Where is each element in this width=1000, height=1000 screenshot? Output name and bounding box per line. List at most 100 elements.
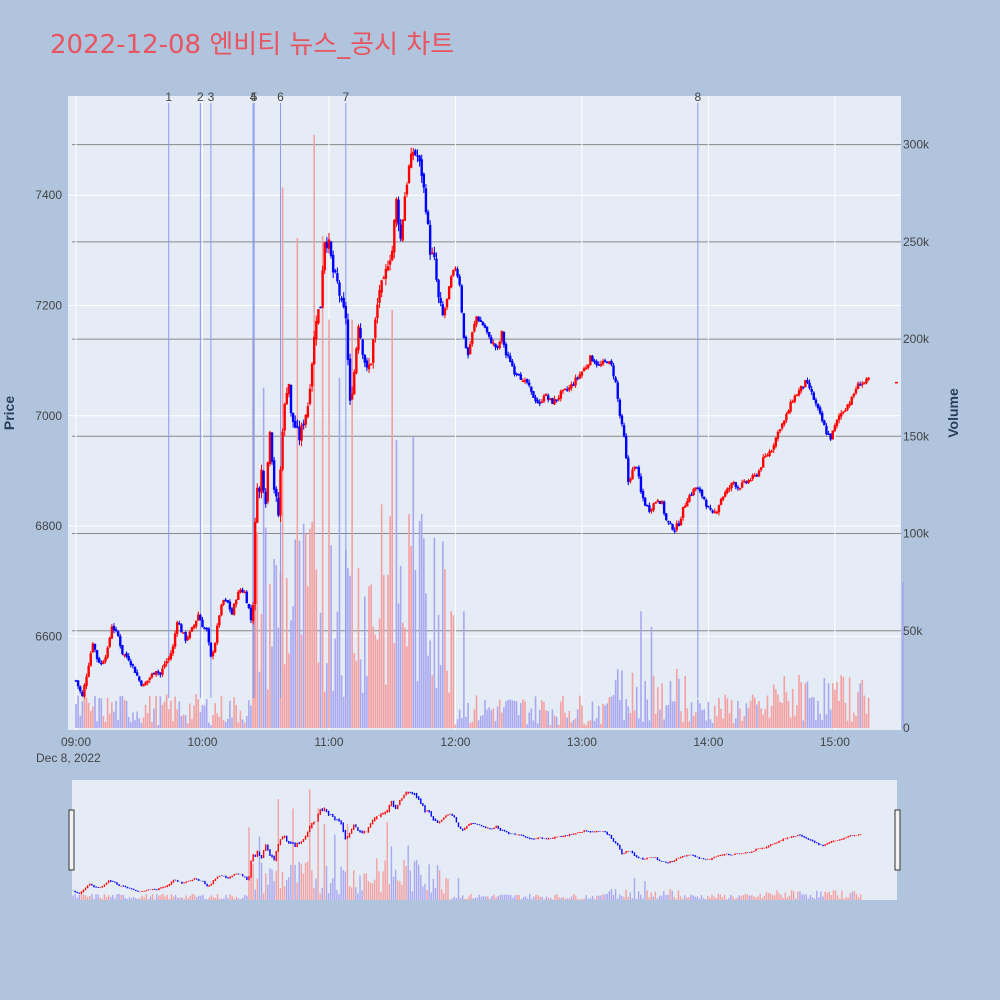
candle-body [207,628,211,643]
volume-bar [724,694,727,728]
volume-bar [452,615,455,728]
slider-volume-bar [143,897,145,900]
candle-body [580,371,584,376]
slider-volume-bar [105,897,108,900]
volume-bar [309,528,311,728]
slider-volume-bar [139,898,141,900]
volume-bar [304,533,307,728]
range-slider[interactable] [72,780,897,900]
candle-body [296,426,299,428]
slider-volume-bar [728,898,730,900]
volume-bar [465,716,467,728]
slider-volume-bar [340,866,342,900]
candle-body [787,410,790,414]
candle-body [308,388,312,404]
slider-volume-bar [216,893,219,900]
volume-bar [313,134,316,728]
slider-volume-bar [160,895,162,900]
slider-volume-bar [723,894,726,900]
volume-bar [751,694,754,728]
volume-tick-label: 0 [903,721,910,735]
volume-bar [212,715,214,728]
candle-body [81,691,84,697]
slider-volume-bar [742,894,745,900]
slider-volume-bar [499,894,502,900]
volume-bar [597,706,600,728]
volume-bar [730,699,733,728]
volume-bar [775,689,777,728]
candle-body [747,480,750,484]
volume-bar [593,721,596,728]
volume-bar [376,639,379,728]
candle-body [835,419,839,426]
candle-body [555,399,558,401]
candle-body [595,361,598,366]
volume-bar [705,720,708,728]
slider-volume-bar [698,898,701,900]
slider-volume-bar [526,898,529,900]
slider-volume-bar [317,808,319,900]
volume-bar [326,663,328,728]
slider-volume-bar [338,894,340,900]
slider-volume-bar [487,896,489,900]
slider-volume-bar [86,896,89,900]
range-slider-right-handle[interactable] [894,809,901,871]
slider-volume-bar [281,872,284,900]
slider-volume-bar [365,873,367,900]
volume-bar [397,603,400,728]
candle-body [310,363,314,387]
candle-body [635,467,638,469]
y2-axis-title: Volume [945,388,961,438]
time-tick-label: 12:00 [440,735,470,749]
volume-bar [473,709,476,728]
candle-body [228,601,232,610]
candle-body [95,650,99,660]
volume-bar [288,653,290,728]
candle-body [681,506,685,518]
candle-body [384,268,388,279]
slider-volume-bar [346,823,349,900]
candle-body [121,645,124,655]
slider-volume-bar [434,888,437,900]
candle-body [713,511,716,513]
candle-body [812,392,815,400]
slider-volume-bar [650,892,652,900]
candle-body [797,390,801,396]
candle-body [806,380,809,383]
candle-body [759,467,763,470]
candle-body [563,388,567,391]
candle-body [247,604,251,609]
x-date-label: Dec 8, 2022 [36,751,101,765]
candle-body [648,505,651,512]
volume-bar [783,676,786,728]
slider-volume-bar [782,898,784,900]
volume-bar [522,699,524,728]
volume-bar [410,545,412,728]
volume-tick-label: 300k [903,138,930,152]
volume-bar [79,715,82,728]
slider-volume-bar [677,890,680,900]
volume-bar [827,683,830,728]
volume-bar [694,712,697,728]
slider-volume-bar [170,894,173,900]
candle-body [753,474,756,477]
candle-body [422,173,426,188]
slider-volume-bar [717,893,719,900]
candle-body [329,241,333,257]
volume-bar [591,701,594,728]
slider-volume-bar [420,874,422,900]
slider-volume-bar [761,898,763,900]
candle-body [194,620,198,627]
slider-volume-bar [673,896,675,900]
slider-volume-bar [648,897,650,900]
main-plot-area[interactable] [68,96,901,730]
slider-volume-bar [189,895,192,900]
slider-volume-bar [690,894,692,900]
range-slider-left-handle[interactable] [68,809,75,871]
volume-bar [532,720,535,728]
slider-volume-bar [788,895,791,900]
slider-volume-bar [246,895,248,900]
slider-volume-bar [860,894,862,900]
candle-body [823,420,826,426]
